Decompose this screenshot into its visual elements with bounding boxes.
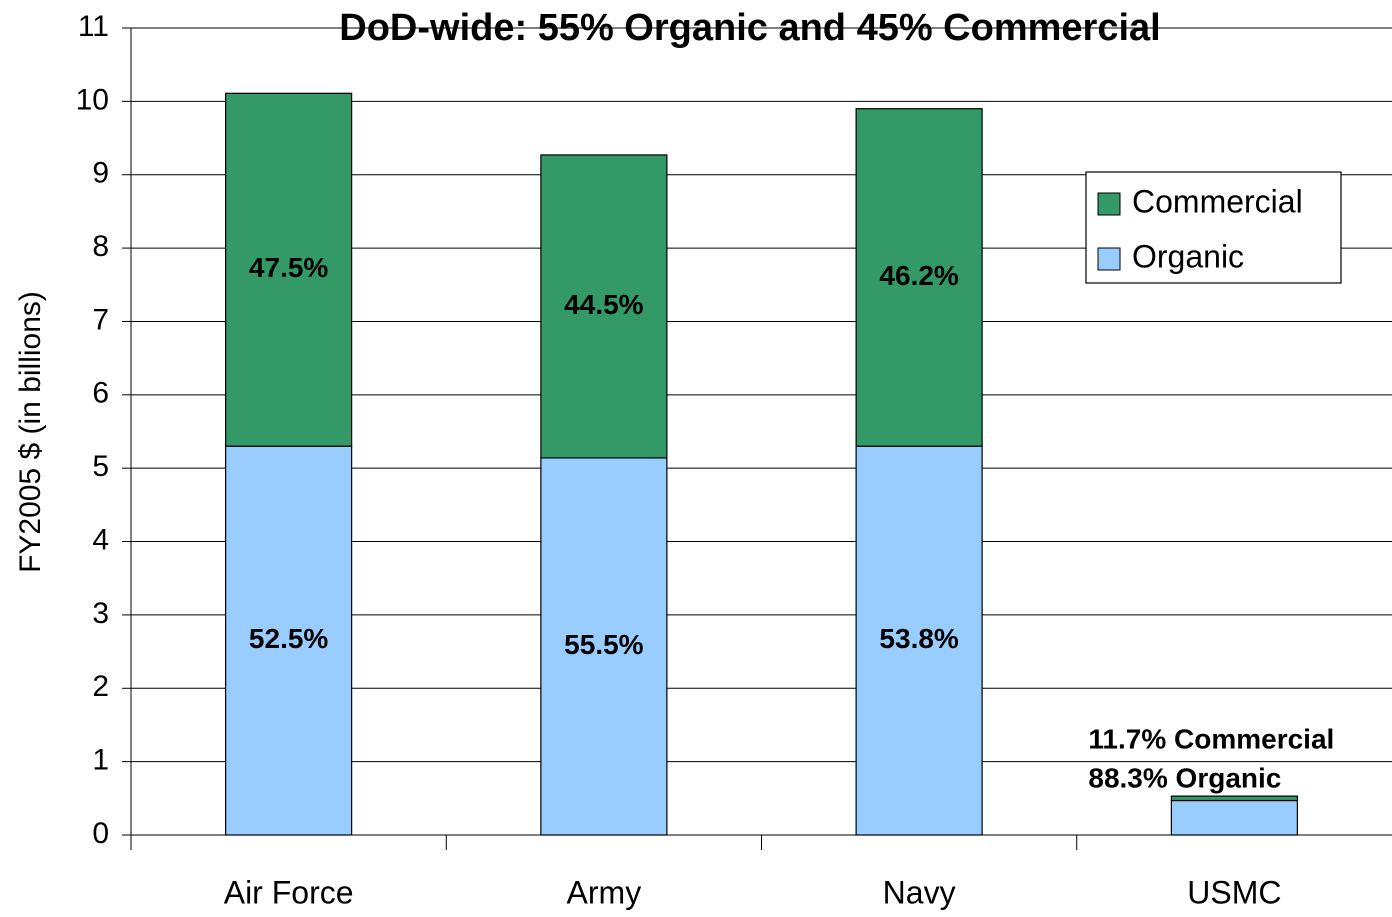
y-tick-label: 10 [76, 83, 109, 116]
segment-label: 52.5% [249, 623, 328, 654]
y-tick-label: 8 [92, 230, 109, 263]
segment-label: 53.8% [879, 623, 958, 654]
x-tick-label: Army [567, 874, 642, 910]
y-axis-label: FY2005 $ (in billions) [14, 291, 47, 573]
legend-label: Organic [1132, 238, 1244, 274]
bar-segment [540, 457, 668, 836]
y-tick-label: 3 [92, 597, 109, 630]
bar-segment [225, 92, 353, 447]
segment-label: 46.2% [879, 260, 958, 291]
legend-swatch [1097, 247, 1121, 271]
y-tick-label: 2 [92, 670, 109, 703]
y-tick-label: 5 [92, 450, 109, 483]
bar-segment [855, 445, 983, 836]
y-tick-label: 0 [92, 817, 109, 850]
chart-title: DoD-wide: 55% Organic and 45% Commercial [339, 7, 1160, 49]
legend-label: Commercial [1132, 183, 1303, 219]
bar-segment [225, 445, 353, 836]
y-tick-label: 9 [92, 157, 109, 190]
y-tick-label: 7 [92, 303, 109, 336]
segment-label: 44.5% [564, 289, 643, 320]
legend-swatch [1097, 192, 1121, 216]
legend-box [1085, 171, 1342, 284]
y-tick-label: 6 [92, 377, 109, 410]
segment-label: 55.5% [564, 629, 643, 660]
y-tick-label: 11 [78, 10, 109, 43]
segment-label: 47.5% [249, 252, 328, 283]
bars: 52.5% 47.5% 55.5% 44.5% 53.8% 46.2% [225, 92, 1298, 836]
bar-segment [1170, 799, 1298, 836]
bar-segment [540, 154, 668, 459]
annotation: 11.7% Commercial [1088, 723, 1334, 754]
y-tick-label: 4 [92, 523, 109, 556]
axes: 0 1 2 3 4 5 6 7 8 9 10 11 Air Force Army Navy USMC [76, 10, 1392, 910]
bar-segment [1170, 795, 1298, 802]
x-tick-label: Air Force [224, 874, 354, 910]
x-tick-label: USMC [1187, 874, 1281, 910]
y-tick-label: 1 [92, 744, 109, 777]
annotation: 88.3% Organic [1088, 762, 1281, 793]
x-tick-label: Navy [883, 874, 956, 910]
bar-segment [855, 108, 983, 447]
